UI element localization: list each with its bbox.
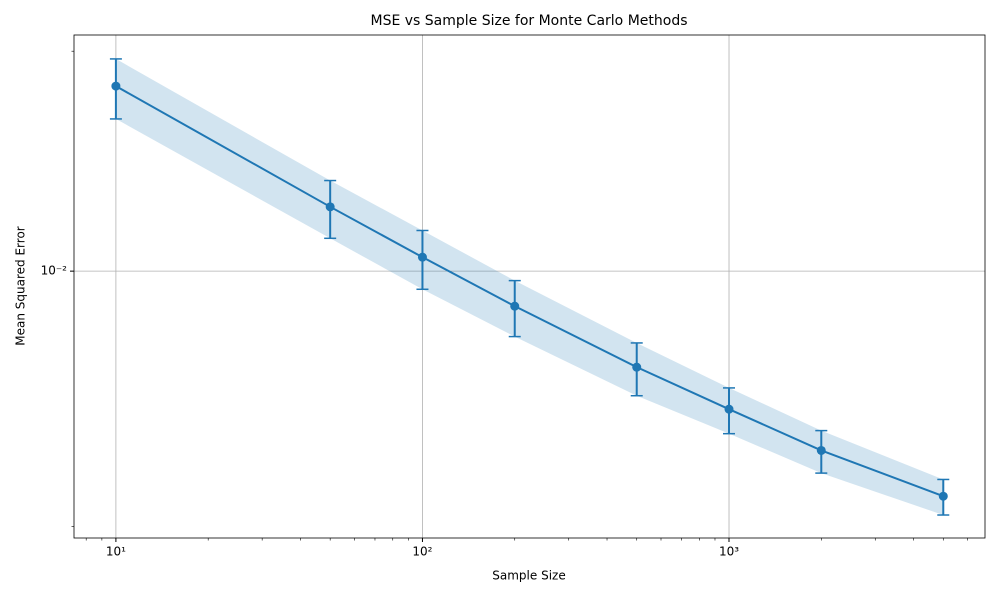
- plot-frame: [73, 34, 986, 539]
- x-tick-label: 10³: [719, 545, 739, 559]
- y-tick-label: 10⁻²: [41, 264, 68, 278]
- point: [510, 301, 520, 311]
- point: [632, 362, 642, 372]
- error-band: [115, 58, 944, 516]
- point: [938, 491, 948, 501]
- y-axis-label: Mean Squared Error: [14, 226, 28, 346]
- point: [111, 81, 121, 91]
- line: [115, 85, 944, 498]
- x-tick-label: 10¹: [106, 545, 126, 559]
- point: [724, 404, 734, 414]
- chart-title: MSE vs Sample Size for Monte Carlo Metho…: [370, 13, 687, 29]
- x-tick-label: 10²: [412, 545, 432, 559]
- point: [816, 445, 826, 455]
- point: [325, 202, 335, 212]
- point: [417, 252, 427, 262]
- x-axis-label: Sample Size: [492, 569, 565, 583]
